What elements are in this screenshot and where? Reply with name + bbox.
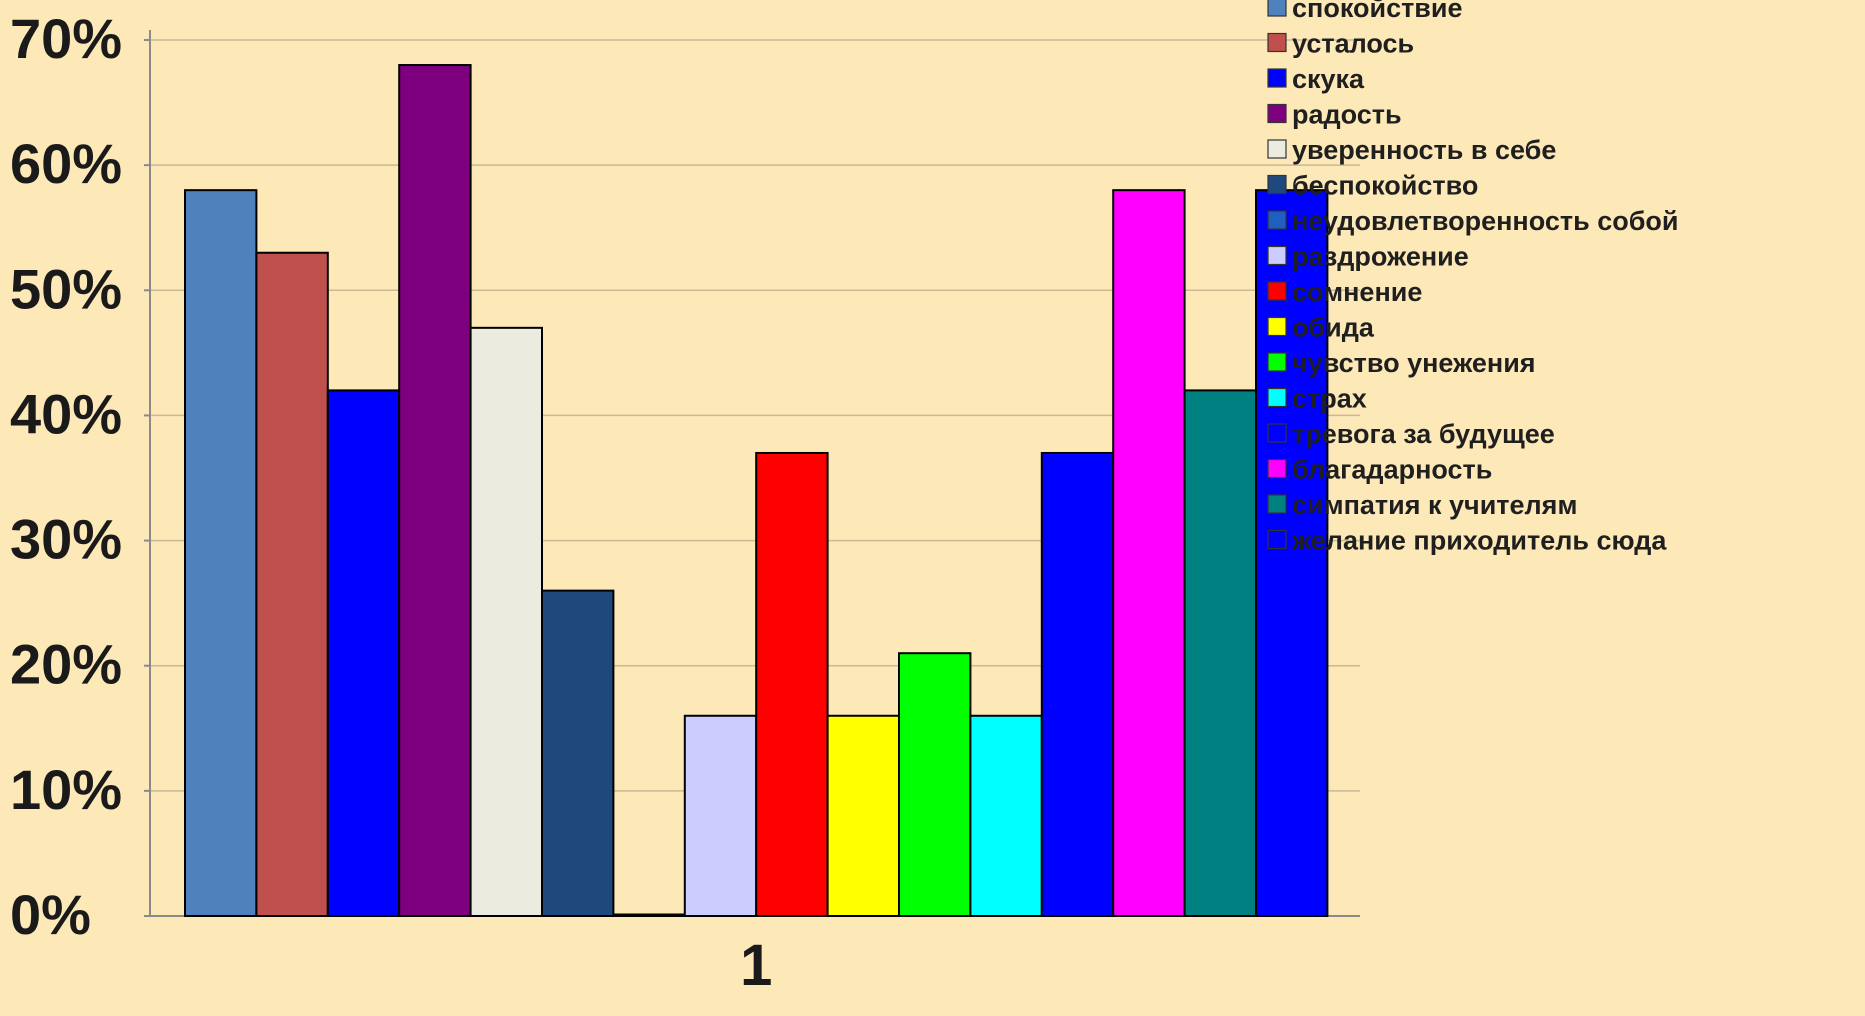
legend-label: раздрожение xyxy=(1292,242,1469,272)
bar xyxy=(398,64,472,918)
legend-label: сомнение xyxy=(1292,277,1422,307)
legend-swatch xyxy=(1267,458,1287,479)
bar xyxy=(1255,189,1329,917)
legend-label: усталось xyxy=(1292,29,1414,59)
legend-swatch xyxy=(1267,245,1287,266)
y-tick-label: 0% xyxy=(10,883,91,946)
bar xyxy=(541,589,615,918)
y-tick-label: 20% xyxy=(10,633,122,696)
y-tick-label: 40% xyxy=(10,382,122,445)
y-tick-label: 60% xyxy=(10,132,122,195)
bar xyxy=(1040,451,1115,917)
legend-label: радость xyxy=(1292,100,1402,130)
legend-label: симпатия к учителям xyxy=(1292,490,1577,520)
legend-label: желание приходитель сюда xyxy=(1291,526,1667,556)
legend-label: уверенность в себе xyxy=(1292,135,1556,165)
legend-swatch xyxy=(1267,0,1287,17)
bar xyxy=(1112,189,1186,917)
legend-label: скука xyxy=(1292,64,1365,94)
legend-swatch xyxy=(1267,210,1287,230)
bar xyxy=(826,714,900,917)
legend-label: неудовлетворенность собой xyxy=(1292,206,1678,236)
x-category-label: 1 xyxy=(740,933,772,998)
legend-swatch xyxy=(1267,316,1287,337)
bar xyxy=(326,389,401,917)
bar xyxy=(612,913,686,917)
legend-swatch xyxy=(1267,139,1287,159)
legend-swatch xyxy=(1267,387,1287,408)
legend-swatch xyxy=(1267,68,1287,88)
legend-label: тревога за будущее xyxy=(1292,419,1555,449)
legend-swatch xyxy=(1267,352,1287,372)
bar xyxy=(184,189,258,917)
legend-label: спокойствие xyxy=(1292,0,1463,23)
legend-swatch xyxy=(1267,494,1287,514)
bar xyxy=(469,326,544,918)
legend-label: беспокойство xyxy=(1292,171,1478,201)
bar xyxy=(969,714,1043,917)
y-tick-label: 70% xyxy=(10,7,122,70)
legend-label: страх xyxy=(1292,384,1367,414)
legend-swatch xyxy=(1267,32,1287,53)
legend-swatch xyxy=(1267,423,1287,443)
bar xyxy=(255,251,329,917)
legend-label: обида xyxy=(1292,313,1375,343)
y-tick-label: 30% xyxy=(10,508,122,571)
legend-swatch xyxy=(1267,281,1287,301)
y-tick-label: 10% xyxy=(10,758,122,821)
bar xyxy=(1183,389,1257,917)
legend-swatch xyxy=(1267,103,1287,124)
y-tick-label: 50% xyxy=(10,257,122,320)
legend-swatch xyxy=(1267,174,1287,195)
legend-label: чувство унежения xyxy=(1292,348,1536,378)
legend-swatch xyxy=(1267,529,1287,550)
bar xyxy=(898,652,972,917)
bar xyxy=(683,714,758,917)
bar xyxy=(755,451,829,917)
legend-label: благадарность xyxy=(1292,455,1492,485)
